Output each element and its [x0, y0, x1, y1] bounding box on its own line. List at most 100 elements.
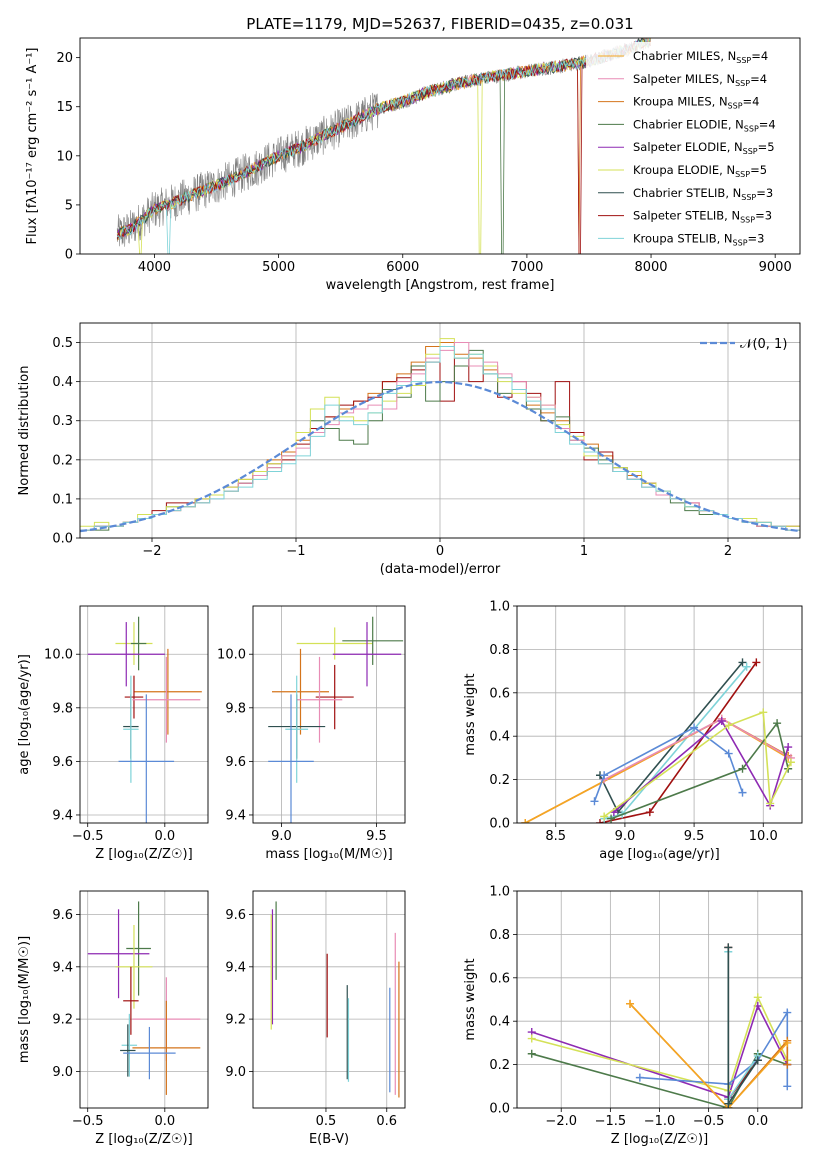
axis-label-x: E(B-V)	[309, 1132, 349, 1147]
axis-label-y: Normed distribution	[17, 366, 32, 496]
weight-point	[738, 658, 747, 667]
legend-label: Kroupa ELODIE, N	[633, 163, 735, 177]
tick-label-y: 0.0	[52, 532, 73, 547]
plot-area	[87, 616, 202, 823]
weight-point	[600, 771, 609, 780]
weight-series	[629, 1003, 788, 1108]
weight-point	[783, 1038, 792, 1047]
legend-sub: SSP	[735, 170, 750, 179]
weight-point	[690, 723, 699, 732]
axis-label-x: Z [log₁₀(Z/Z☉)]	[95, 1132, 192, 1147]
tick-label-y: 9.8	[225, 701, 246, 716]
tick-label-x: 5000	[262, 260, 295, 275]
tick-label-y: 9.6	[52, 908, 73, 923]
tick-label-x: 1	[580, 544, 588, 559]
weight-point	[783, 1060, 792, 1069]
weight-point	[759, 708, 768, 717]
tick-label-x: −1.0	[644, 1114, 676, 1129]
tick-label-x: 0	[436, 544, 444, 559]
tick-label-y: 9.4	[52, 808, 73, 823]
panel-mass-z: −0.5 0.0 9.0 9.2 9.4 9.6 Z [log₁₀(Z/Z☉)] mass […	[17, 890, 209, 1147]
panel-weight-age: 8.5 9.0 9.5 10.0 0.0 0.2 0.4 0.6 0.8 1.0 age [log₁…	[463, 600, 803, 862]
tick-label-x: 0.0	[747, 1114, 768, 1129]
tick-label-y: 9.2	[225, 1013, 246, 1028]
legend-entry: Kroupa ELODIE, NSSP=5	[633, 163, 767, 179]
weight-point	[738, 788, 747, 797]
model-line	[116, 38, 651, 254]
tick-label-x: −2	[142, 544, 161, 559]
weight-point	[752, 658, 761, 667]
weight-point	[724, 749, 733, 758]
tick-label-y: 0.2	[489, 1058, 510, 1073]
weight-point	[590, 797, 599, 806]
tick-label-y: 0.8	[489, 928, 510, 943]
weight-point	[724, 721, 733, 730]
plot-area	[521, 658, 795, 823]
legend-entry: Kroupa MILES, NSSP=4	[633, 95, 759, 111]
panel-residuals: −2 −1 0 1 2 0.0 0.1 0.2 0.3 0.4 0.5 (data-model)/er…	[17, 322, 801, 577]
tick-label-x: 10.0	[749, 829, 778, 844]
weight-point	[645, 808, 654, 817]
weight-point	[753, 1056, 762, 1065]
tick-label-y: 0.5	[52, 336, 73, 351]
weight-series	[610, 721, 789, 820]
weight-point	[596, 819, 605, 823]
axes-frame	[516, 605, 803, 824]
plot-area	[116, 38, 651, 254]
legend-suffix: =3	[755, 209, 772, 223]
weight-point	[742, 662, 751, 671]
weight-point	[738, 764, 747, 773]
weight-series	[599, 661, 744, 814]
model-line	[117, 39, 651, 254]
plot-area	[527, 943, 792, 1108]
tick-label-y: 10.0	[44, 648, 73, 663]
tick-label-y: 9.0	[52, 1065, 73, 1080]
weight-point	[635, 1073, 644, 1082]
weight-point	[607, 814, 616, 823]
tick-label-y: 0.0	[489, 817, 510, 832]
legend-entry: Chabrier MILES, NSSP=4	[633, 49, 768, 65]
tick-label-x: 8.5	[545, 829, 566, 844]
histogram-series	[80, 345, 800, 531]
tick-label-x: 9.5	[684, 829, 705, 844]
tick-label-y: 0	[65, 248, 73, 263]
tick-label-y: 0.1	[52, 492, 73, 507]
axis-label-y: mass [log₁₀(M/M☉)]	[17, 936, 32, 1063]
tick-label-x: 0.0	[154, 1114, 175, 1129]
tick-label-y: 9.6	[225, 908, 246, 923]
tick-label-y: 9.2	[52, 1013, 73, 1028]
axis-label-y: mass weight	[463, 958, 478, 1040]
tick-label-y: 0.8	[489, 643, 510, 658]
panel-weight-z: −2.0 −1.5 −1.0 −0.5 0.0 0.0 0.2 0.4 0.6 0.8 1.0 Z […	[463, 885, 803, 1147]
legend-sub: SSP	[733, 238, 748, 247]
tick-label-y: 5	[65, 198, 73, 213]
panel-mass-ebv: 0.5 0.6 9.0 9.2 9.4 9.6 E(B-V)	[225, 890, 406, 1147]
tick-label-y: 9.6	[225, 755, 246, 770]
tick-label-y: 9.8	[52, 701, 73, 716]
legend-entry: Kroupa STELIB, NSSP=3	[633, 231, 764, 247]
legend-sub: SSP	[740, 216, 755, 225]
tick-label-y: 0.3	[52, 414, 73, 429]
weight-point	[626, 999, 635, 1008]
legend-entry: Chabrier ELODIE, NSSP=4	[633, 117, 776, 133]
tick-label-y: 1.0	[489, 885, 510, 900]
legend-suffix: =3	[748, 231, 765, 245]
axis-label-x: Z [log₁₀(Z/Z☉)]	[611, 1132, 708, 1147]
legend-suffix: =5	[750, 163, 767, 177]
tick-label-x: 4000	[138, 260, 171, 275]
weight-point	[527, 1034, 536, 1043]
axis-label-x: Z [log₁₀(Z/Z☉)]	[95, 847, 192, 862]
weight-point	[521, 819, 530, 823]
plot-area	[270, 901, 400, 1098]
weight-point	[753, 993, 762, 1002]
plot-area	[268, 616, 404, 823]
tick-label-x: 9.0	[615, 829, 636, 844]
chart-title: PLATE=1179, MJD=52637, FIBERID=0435, z=0…	[246, 15, 633, 33]
tick-label-x: 6000	[386, 260, 419, 275]
panel-age-mass: 9.0 9.5 9.4 9.6 9.8 10.0 mass [log₁₀(M/M☉)]	[217, 605, 406, 862]
axes-frame	[252, 890, 406, 1109]
tick-label-y: 0.4	[52, 375, 73, 390]
tick-label-x: −1.5	[595, 1114, 627, 1129]
legend-label: Salpeter MILES, N	[633, 72, 735, 86]
